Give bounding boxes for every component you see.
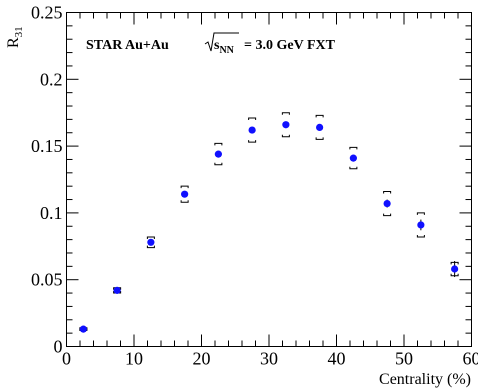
sys-error-bottom: [349, 166, 358, 170]
data-point: [349, 154, 357, 162]
y-tick-label: 0.2: [40, 69, 63, 89]
y-axis-label-sub: 31: [13, 26, 25, 37]
y-tick-label: 0.1: [40, 203, 63, 223]
y-tick-label: 0.05: [31, 270, 63, 290]
x-tick-label: 50: [395, 349, 413, 369]
sys-error-top: [349, 146, 358, 150]
x-tick-label: 10: [125, 349, 143, 369]
data-point-group: [113, 286, 122, 294]
data-point-group: [315, 114, 324, 140]
data-point: [79, 325, 87, 333]
data-point-group: [79, 325, 88, 333]
data-points: [79, 112, 459, 333]
annotation-text1: STAR Au+Au: [86, 38, 169, 53]
data-point: [282, 121, 290, 129]
data-point: [383, 199, 391, 208]
data-point-group: [146, 236, 155, 249]
annotation: STAR Au+Au sNN = 3.0 GeV FXT: [86, 32, 336, 56]
sys-error-bottom: [315, 137, 324, 140]
data-point: [417, 221, 425, 229]
data-point: [147, 238, 155, 246]
data-point-group: [214, 142, 223, 166]
sys-error-top: [248, 117, 257, 121]
sys-error-bottom: [214, 162, 223, 166]
sys-error-bottom: [180, 200, 189, 203]
y-axis-label-main: R: [5, 37, 22, 48]
data-point-group: [248, 117, 257, 143]
data-point: [181, 190, 189, 198]
sys-error-top: [180, 185, 189, 189]
svg-text:sNN: sNN: [214, 38, 235, 56]
tick-labels: 0 10 20 30 40 50 60 0 0.05 0.1 0.15 0.2 0.25: [31, 3, 478, 369]
y-axis-label: R31: [5, 26, 25, 48]
annotation-sqrt-label: s: [214, 38, 220, 53]
sys-error-bottom: [416, 234, 425, 238]
annotation-text2: = 3.0 GeV FXT: [244, 38, 336, 53]
data-point: [248, 126, 256, 134]
x-axis-label: Centrality (%): [379, 371, 471, 388]
svg-text:= 3.0 GeV FXT: = 3.0 GeV FXT: [244, 38, 336, 53]
x-tick-label: 30: [260, 349, 278, 369]
svg-text:STAR Au+Au: STAR Au+Au: [86, 38, 169, 53]
data-point-group: [180, 185, 189, 203]
data-point-group: [383, 191, 392, 217]
x-tick-label: 0: [62, 349, 71, 369]
sys-error-top: [315, 114, 324, 118]
data-point: [113, 286, 121, 294]
svg-text:R31: R31: [5, 26, 25, 48]
y-tick-label: 0.25: [31, 3, 63, 23]
data-point: [451, 265, 459, 273]
y-tick-label: 0.15: [31, 136, 63, 156]
plot-frame: [66, 12, 472, 347]
axis-ticks: [66, 12, 472, 347]
sys-error-top: [383, 191, 392, 194]
sqrt-symbol: [204, 32, 239, 52]
sys-error-bottom: [281, 134, 290, 138]
sys-error-bottom: [248, 140, 257, 143]
data-point-group: [281, 112, 290, 138]
x-tick-label: 40: [328, 349, 346, 369]
sys-error-top: [146, 236, 155, 239]
sys-error-bottom: [146, 245, 155, 249]
data-point-group: [450, 260, 459, 278]
y-tick-label: 0: [54, 337, 63, 357]
annotation-sqrt-sub: NN: [219, 45, 234, 56]
data-point-group: [416, 212, 425, 238]
sys-error-top: [416, 212, 425, 215]
x-tick-label: 60: [463, 349, 478, 369]
sys-error-bottom: [383, 213, 392, 217]
data-point-group: [349, 146, 358, 170]
x-tick-label: 20: [193, 349, 211, 369]
data-point: [316, 123, 324, 131]
sys-error-top: [281, 112, 290, 115]
sys-error-top: [214, 142, 223, 146]
data-point: [214, 150, 222, 158]
